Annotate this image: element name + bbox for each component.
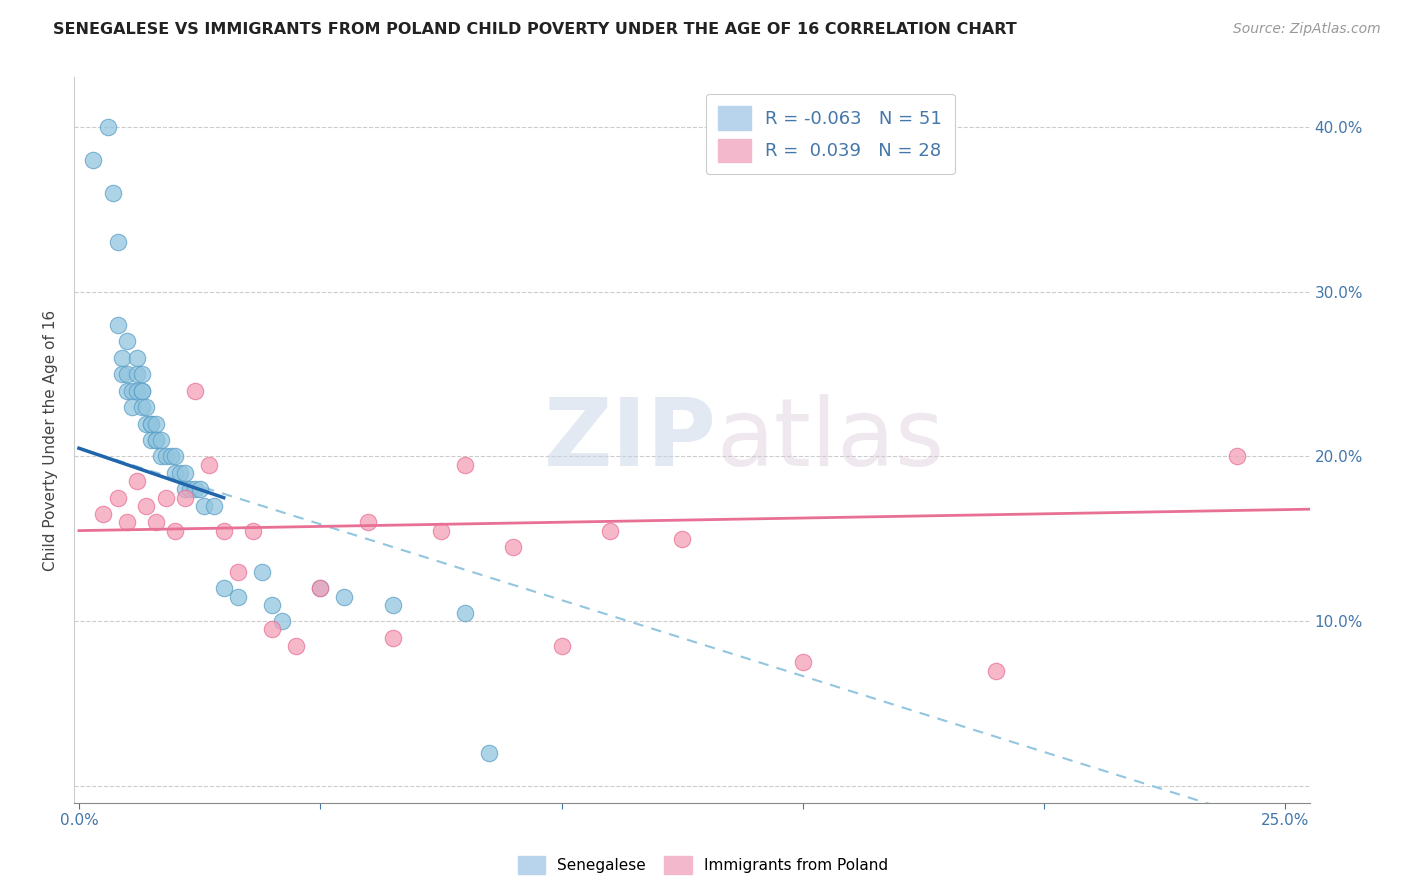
Point	[135, 417, 157, 431]
Point	[202, 499, 225, 513]
Point	[188, 483, 211, 497]
Point	[131, 400, 153, 414]
Point	[309, 582, 332, 596]
Point	[454, 458, 477, 472]
Point	[125, 351, 148, 365]
Point	[174, 483, 197, 497]
Point	[155, 491, 177, 505]
Point	[149, 450, 172, 464]
Point	[125, 384, 148, 398]
Point	[121, 384, 143, 398]
Point	[252, 565, 274, 579]
Point	[115, 516, 138, 530]
Point	[125, 474, 148, 488]
Point	[131, 367, 153, 381]
Point	[149, 433, 172, 447]
Point	[145, 433, 167, 447]
Legend: R = -0.063   N = 51, R =  0.039   N = 28: R = -0.063 N = 51, R = 0.039 N = 28	[706, 94, 955, 175]
Point	[792, 656, 814, 670]
Point	[107, 491, 129, 505]
Point	[131, 384, 153, 398]
Text: Source: ZipAtlas.com: Source: ZipAtlas.com	[1233, 22, 1381, 37]
Text: atlas: atlas	[717, 394, 945, 486]
Point	[169, 466, 191, 480]
Point	[111, 351, 134, 365]
Point	[226, 590, 249, 604]
Point	[226, 565, 249, 579]
Point	[984, 664, 1007, 678]
Point	[430, 524, 453, 538]
Legend: Senegalese, Immigrants from Poland: Senegalese, Immigrants from Poland	[512, 850, 894, 880]
Point	[159, 450, 181, 464]
Point	[599, 524, 621, 538]
Text: ZIP: ZIP	[544, 394, 717, 486]
Point	[141, 417, 163, 431]
Point	[270, 614, 292, 628]
Point	[671, 532, 693, 546]
Point	[212, 524, 235, 538]
Point	[115, 334, 138, 348]
Point	[381, 631, 404, 645]
Point	[165, 466, 187, 480]
Y-axis label: Child Poverty Under the Age of 16: Child Poverty Under the Age of 16	[44, 310, 58, 571]
Point	[135, 499, 157, 513]
Point	[179, 483, 201, 497]
Point	[381, 598, 404, 612]
Point	[309, 582, 332, 596]
Point	[212, 582, 235, 596]
Point	[454, 606, 477, 620]
Point	[165, 450, 187, 464]
Point	[125, 367, 148, 381]
Point	[131, 384, 153, 398]
Point	[174, 491, 197, 505]
Point	[82, 153, 104, 167]
Point	[101, 186, 124, 200]
Point	[184, 384, 207, 398]
Point	[357, 516, 380, 530]
Point	[135, 400, 157, 414]
Point	[121, 400, 143, 414]
Point	[285, 639, 308, 653]
Point	[107, 318, 129, 332]
Point	[174, 466, 197, 480]
Point	[502, 540, 524, 554]
Point	[333, 590, 356, 604]
Point	[260, 598, 283, 612]
Point	[165, 524, 187, 538]
Point	[91, 507, 114, 521]
Point	[1226, 450, 1249, 464]
Point	[242, 524, 264, 538]
Point	[141, 417, 163, 431]
Point	[198, 458, 221, 472]
Point	[550, 639, 572, 653]
Point	[155, 450, 177, 464]
Point	[478, 746, 501, 760]
Point	[141, 433, 163, 447]
Point	[115, 367, 138, 381]
Point	[111, 367, 134, 381]
Point	[184, 483, 207, 497]
Point	[193, 499, 215, 513]
Point	[145, 516, 167, 530]
Point	[260, 623, 283, 637]
Point	[145, 433, 167, 447]
Point	[97, 120, 120, 134]
Text: SENEGALESE VS IMMIGRANTS FROM POLAND CHILD POVERTY UNDER THE AGE OF 16 CORRELATI: SENEGALESE VS IMMIGRANTS FROM POLAND CHI…	[53, 22, 1017, 37]
Point	[115, 384, 138, 398]
Point	[107, 235, 129, 250]
Point	[145, 417, 167, 431]
